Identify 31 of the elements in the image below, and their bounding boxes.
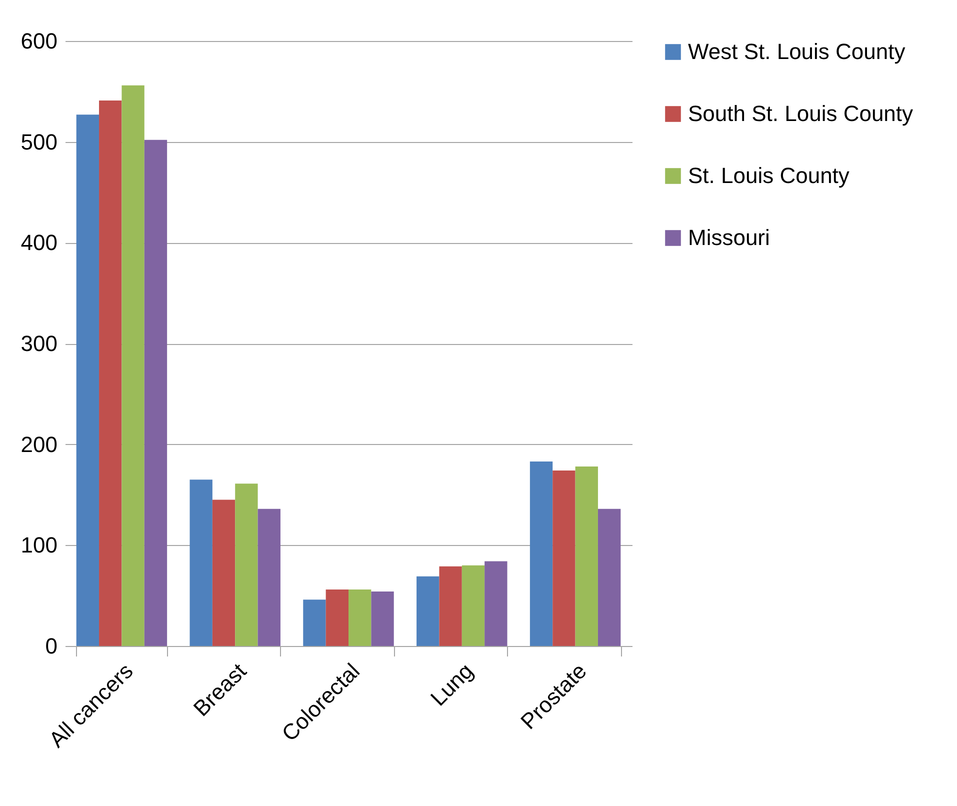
- bar: [371, 592, 394, 646]
- y-tick-label: 0: [45, 634, 58, 658]
- bar: [416, 576, 440, 646]
- bar: [235, 484, 258, 646]
- legend-label: South St. Louis County: [688, 101, 914, 126]
- y-tick-label: 200: [20, 432, 58, 457]
- bar: [575, 466, 598, 646]
- bar: [212, 500, 236, 646]
- y-tick-label: 600: [20, 28, 58, 54]
- legend-label: West St. Louis County: [688, 39, 906, 64]
- bar: [552, 470, 576, 646]
- y-tick-label: 100: [20, 532, 58, 558]
- bar: [258, 508, 280, 646]
- bar: [76, 114, 100, 646]
- bar: [122, 85, 144, 646]
- bar: [303, 600, 326, 646]
- y-tick-label: 500: [20, 129, 58, 154]
- bar: [144, 140, 168, 646]
- legend-label: St. Louis County: [688, 163, 850, 188]
- y-tick-label: 300: [20, 331, 58, 356]
- bar: [484, 561, 508, 646]
- bar: [598, 508, 621, 646]
- bar: [439, 566, 462, 646]
- bar: [348, 590, 372, 646]
- bar: [462, 565, 485, 646]
- legend-label: Missouri: [688, 225, 770, 250]
- bar: [99, 100, 122, 646]
- bar: [530, 461, 553, 646]
- bar: [326, 590, 348, 646]
- y-tick-label: 400: [20, 230, 58, 256]
- bar: [190, 480, 212, 646]
